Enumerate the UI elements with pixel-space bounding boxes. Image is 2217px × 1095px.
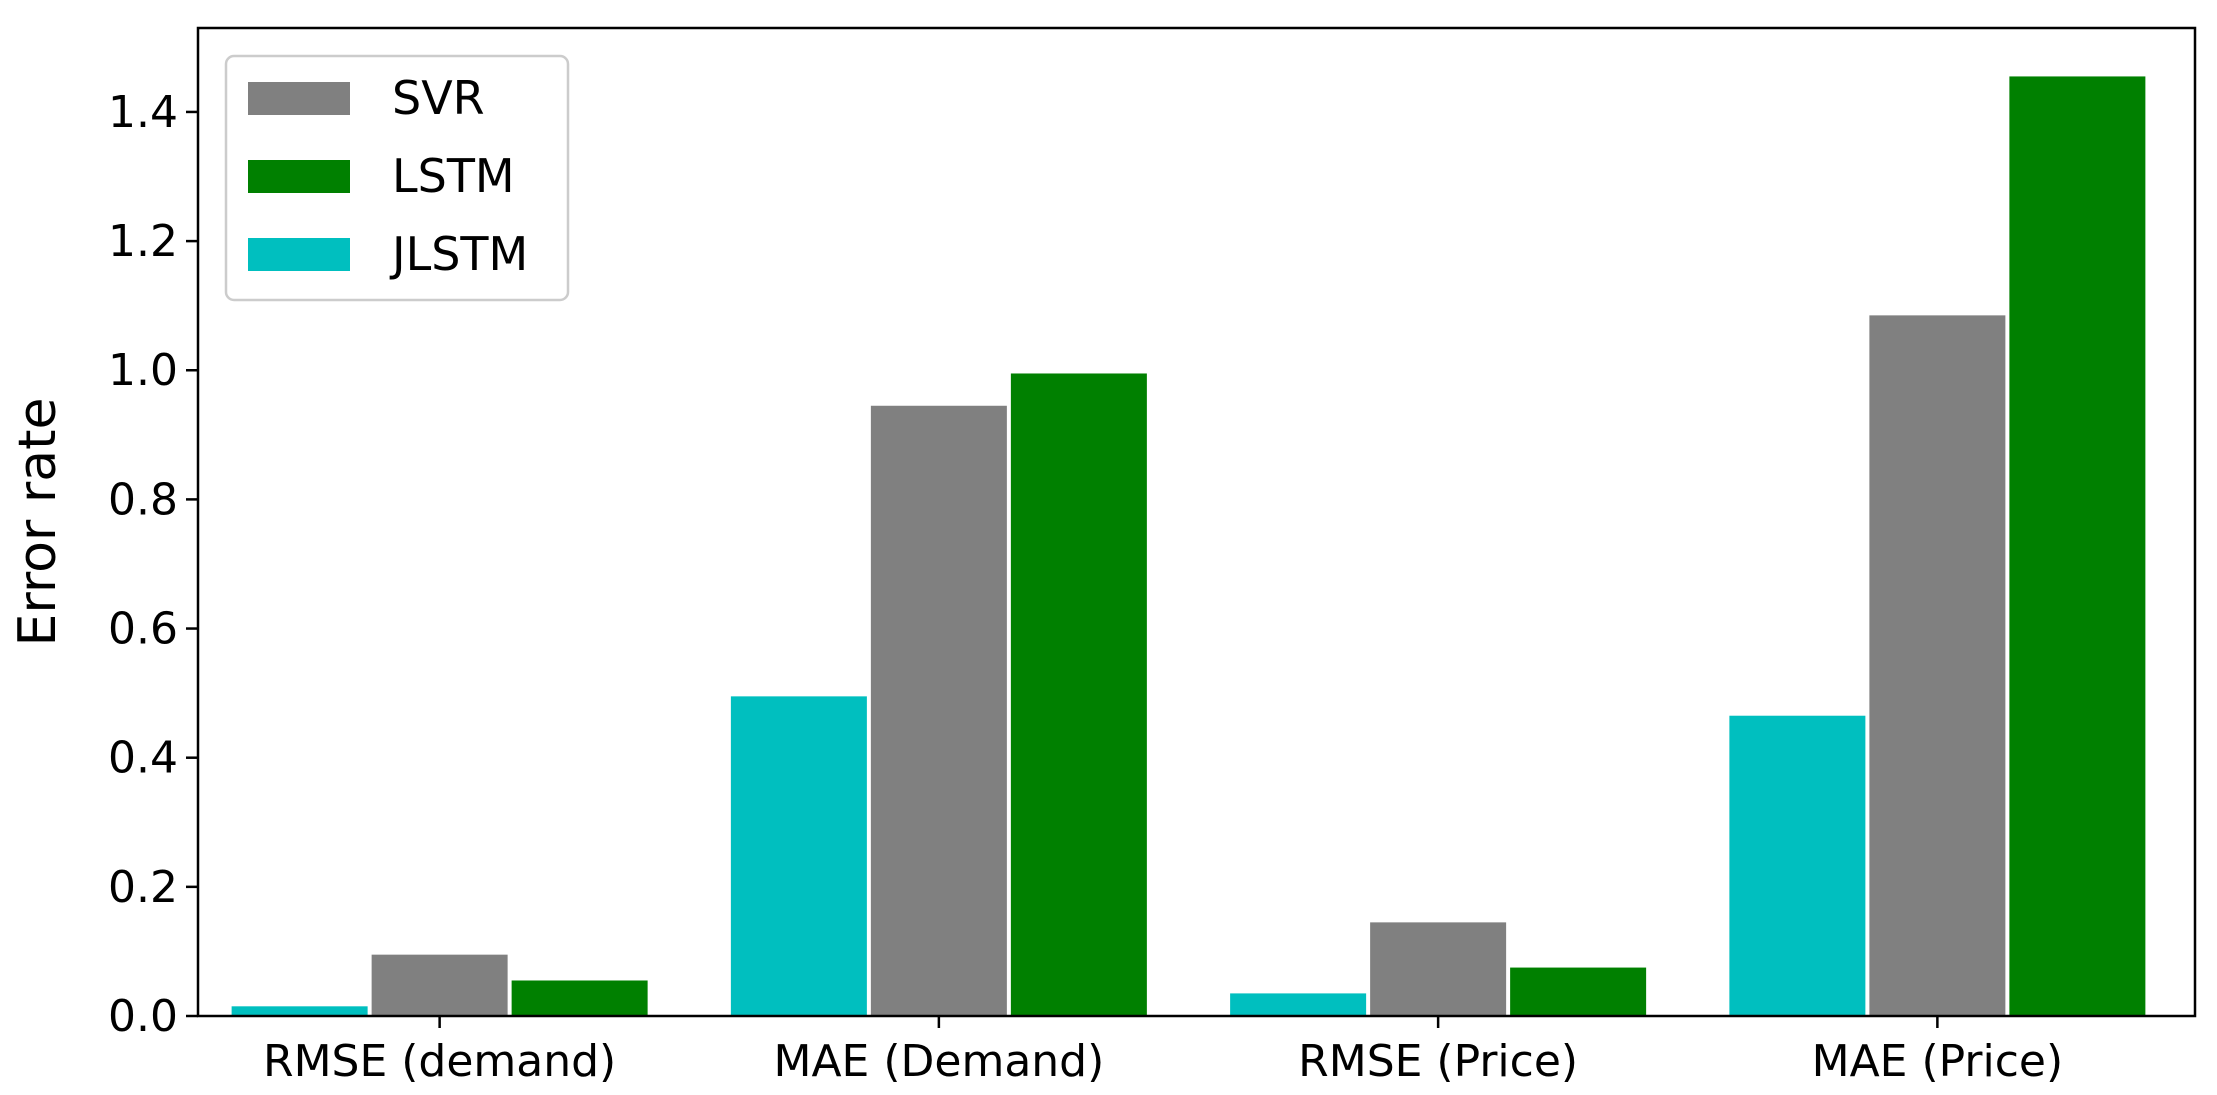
legend-label-jlstm: JLSTM [389, 227, 528, 281]
x-tick-label: MAE (Demand) [773, 1036, 1104, 1087]
legend-swatch-jlstm [248, 238, 350, 271]
bar-lstm-1 [1010, 373, 1147, 1016]
x-axis: RMSE (demand) MAE (Demand) RMSE (Price) MAE… [263, 1016, 2063, 1087]
y-axis: 0.0 0.2 0.4 0.6 0.8 1.0 1.2 1.4 [108, 87, 198, 1042]
y-tick-label: 0.6 [108, 604, 178, 655]
legend-label-lstm: LSTM [392, 149, 515, 203]
y-tick-label: 1.0 [108, 345, 178, 396]
y-tick-label: 0.4 [108, 733, 178, 784]
bar-lstm-3 [2009, 76, 2146, 1016]
legend: SVR LSTM JLSTM [224, 54, 570, 302]
y-tick-label: 0.2 [108, 862, 178, 913]
y-tick-label: 0.8 [108, 474, 178, 525]
bar-lstm-2 [1510, 967, 1647, 1016]
bar-jlstm-0 [231, 1006, 368, 1016]
legend-swatch-svr [248, 82, 350, 115]
x-tick-label: MAE (Price) [1812, 1036, 2064, 1087]
bar-svr-1 [870, 405, 1007, 1016]
bar-svr-0 [371, 954, 508, 1016]
y-axis-title: Error rate [8, 398, 68, 647]
legend-swatch-lstm [248, 160, 350, 193]
bars-group [231, 76, 2146, 1016]
bar-jlstm-2 [1230, 993, 1367, 1016]
y-tick-label: 1.4 [108, 87, 178, 138]
bar-jlstm-1 [730, 696, 867, 1016]
bar-svr-3 [1869, 315, 2006, 1016]
y-tick-label: 1.2 [108, 216, 178, 267]
bar-jlstm-3 [1729, 715, 1866, 1016]
x-tick-label: RMSE (demand) [263, 1036, 616, 1087]
x-tick-label: RMSE (Price) [1298, 1036, 1578, 1087]
y-tick-label: 0.0 [108, 991, 178, 1042]
legend-label-svr: SVR [392, 71, 485, 125]
bar-lstm-0 [511, 980, 648, 1016]
bar-svr-2 [1370, 922, 1507, 1016]
plot-frame [196, 26, 2197, 1018]
